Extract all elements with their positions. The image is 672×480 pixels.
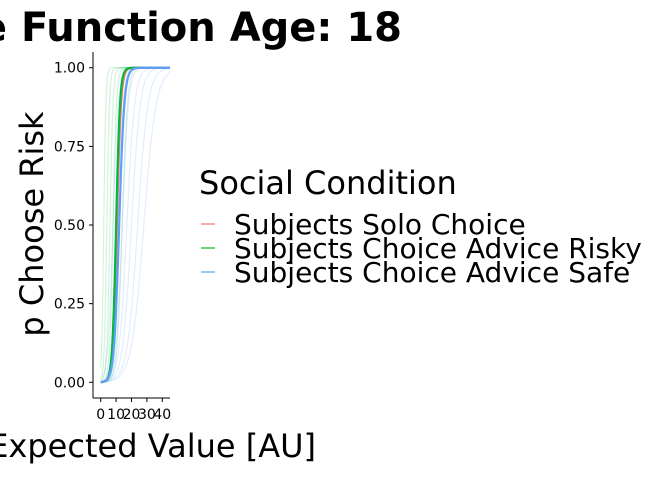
y-tick-label: 1.00 — [54, 61, 85, 77]
individual-curve-2-1 — [100, 67, 170, 383]
individual-curve-2-2 — [100, 67, 170, 383]
mean-curves — [100, 66, 170, 384]
y-axis-ticks: 0.00 0.25 0.50 0.75 1.00 — [54, 61, 93, 391]
individual-curve-2-6 — [100, 71, 171, 383]
mean-curve-2 — [100, 66, 170, 384]
x-tick-label: 0 — [96, 407, 105, 423]
y-tick-label: 0.75 — [54, 139, 85, 155]
individual-curve-1-6 — [100, 67, 170, 383]
legend-label-2: Subjects Choice Advice Safe — [234, 256, 630, 289]
legend-title: Social Condition — [199, 164, 457, 202]
legend-label-0: Subjects Solo Choice — [234, 208, 526, 241]
x-axis-title: Expected Value [AU] — [0, 427, 316, 465]
individual-curve-2-4 — [100, 67, 170, 383]
individual-curve-1-5 — [100, 67, 170, 383]
legend: Social Condition Subjects Solo ChoiceSub… — [199, 164, 642, 289]
mean-curve-1 — [100, 66, 170, 384]
mean-curve-0 — [100, 66, 170, 384]
individual-curve-1-1 — [100, 67, 170, 380]
individual-curve-2-3 — [100, 67, 170, 383]
individual-curve-2-0 — [100, 67, 170, 381]
individual-curves — [100, 67, 171, 383]
chart-title: Choice Function Age: 18 — [0, 5, 402, 51]
x-tick-label: 20 — [123, 407, 141, 423]
y-tick-label: 0.50 — [54, 218, 85, 234]
x-tick-label: 40 — [153, 407, 171, 423]
x-tick-label: 30 — [138, 407, 156, 423]
y-tick-label: 0.00 — [54, 375, 85, 391]
y-tick-label: 0.25 — [54, 297, 85, 313]
individual-curve-2-5 — [100, 67, 171, 383]
individual-curve-1-4 — [100, 67, 170, 383]
y-axis-title: p Choose Risk — [13, 111, 51, 337]
individual-curve-1-2 — [100, 67, 170, 383]
legend-label-1: Subjects Choice Advice Risky — [234, 232, 642, 265]
x-tick-label: 10 — [107, 407, 125, 423]
individual-curve-1-3 — [100, 67, 170, 383]
